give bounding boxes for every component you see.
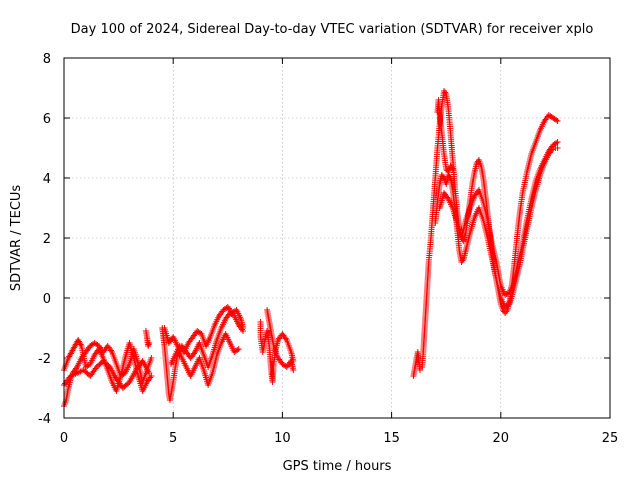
data-point xyxy=(235,346,242,352)
x-tick-label: 25 xyxy=(602,431,619,446)
data-markers xyxy=(61,88,561,409)
data-point xyxy=(554,145,561,151)
data-point xyxy=(553,117,560,123)
x-tick-label: 15 xyxy=(383,431,400,446)
y-tick-label: 6 xyxy=(43,112,51,127)
data-point xyxy=(553,140,560,146)
grid-layer xyxy=(64,58,610,418)
chart-title: Day 100 of 2024, Sidereal Day-to-day VTE… xyxy=(71,22,594,37)
x-axis-label: GPS time / hours xyxy=(283,459,392,474)
data-point xyxy=(146,370,153,376)
x-tick-label: 20 xyxy=(493,431,510,446)
y-tick-label: -4 xyxy=(38,412,51,427)
y-axis-label: SDTVAR / TECUs xyxy=(9,185,24,292)
x-tick-label: 10 xyxy=(274,431,291,446)
y-tick-label: 2 xyxy=(43,232,51,247)
y-tick-label: 4 xyxy=(43,172,51,187)
y-tick-labels: -4 -2 0 2 4 6 8 xyxy=(38,52,51,427)
data-point xyxy=(234,347,241,353)
data-point xyxy=(148,355,155,361)
x-tick-label: 5 xyxy=(169,431,177,446)
y-tick-label: -2 xyxy=(38,352,51,367)
data-point xyxy=(554,118,561,124)
data-point xyxy=(554,139,561,145)
data-point xyxy=(449,166,456,172)
plot-frame xyxy=(63,57,611,419)
y-tick-label: 8 xyxy=(43,52,51,67)
data-point xyxy=(146,340,153,346)
x-tick-label: 0 xyxy=(60,431,68,446)
y-tick-label: 0 xyxy=(43,292,51,307)
data-point xyxy=(290,367,297,373)
x-tick-labels: 0 5 10 15 20 25 xyxy=(60,431,618,446)
data-point xyxy=(240,325,247,331)
